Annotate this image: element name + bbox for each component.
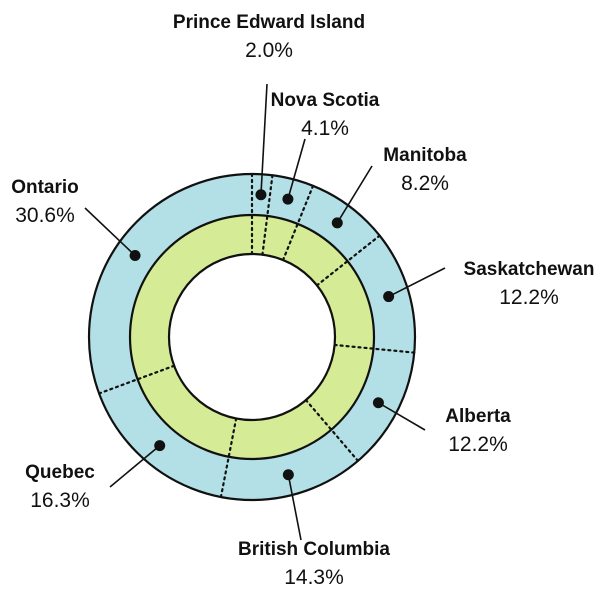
slice-label-quebec: Quebec <box>25 462 95 483</box>
leader-line-nova-scotia <box>287 138 306 200</box>
center-hole <box>167 252 337 422</box>
slice-dot-ontario <box>129 250 141 262</box>
slice-value-british-columbia: 14.3% <box>284 566 344 589</box>
divider-manitoba <box>315 234 381 287</box>
divider-prince-edward-island <box>261 174 274 256</box>
slice-value-quebec: 16.3% <box>30 489 90 512</box>
slice-value-ontario: 30.6% <box>15 204 75 227</box>
leader-line-prince-edward-island <box>260 83 268 195</box>
leader-line-saskatchewan <box>388 267 446 298</box>
leaders-group <box>84 83 446 541</box>
divider-nova-scotia <box>281 184 315 262</box>
leader-line-alberta <box>378 402 426 431</box>
slice-label-nova-scotia: Nova Scotia <box>271 90 380 111</box>
slice-value-prince-edward-island: 2.0% <box>245 39 293 62</box>
slice-dot-british-columbia <box>282 469 294 481</box>
slice-value-saskatchewan: 12.2% <box>499 286 559 309</box>
labels-group: Prince Edward Island 2.0% Nova Scotia 4.1% M… <box>11 12 594 589</box>
divider-saskatchewan <box>333 343 416 354</box>
divider-quebec <box>97 364 176 395</box>
rings-group <box>87 172 417 502</box>
slice-label-alberta: Alberta <box>445 406 511 427</box>
leader-line-quebec <box>109 444 161 488</box>
slice-dot-manitoba <box>331 217 343 229</box>
slice-dot-quebec <box>154 440 166 452</box>
dividers-group <box>97 172 416 499</box>
slice-dot-nova-scotia <box>282 193 294 205</box>
divider-british-columbia <box>219 417 238 499</box>
slice-label-manitoba: Manitoba <box>383 145 467 166</box>
slice-label-prince-edward-island: Prince Edward Island <box>173 12 365 33</box>
slice-label-british-columbia: British Columbia <box>238 539 390 560</box>
slice-label-saskatchewan: Saskatchewan <box>464 259 595 280</box>
leader-line-manitoba <box>336 165 373 224</box>
slice-label-ontario: Ontario <box>11 177 79 198</box>
leader-line-ontario <box>84 207 136 257</box>
slice-dot-alberta <box>372 397 384 409</box>
slice-value-manitoba: 8.2% <box>401 172 449 195</box>
slice-value-nova-scotia: 4.1% <box>301 117 349 140</box>
slice-value-alberta: 12.2% <box>448 433 508 456</box>
divider-alberta <box>304 398 360 462</box>
slice-dot-saskatchewan <box>383 291 395 303</box>
leader-line-british-columbia <box>287 474 302 541</box>
slice-dot-prince-edward-island <box>255 189 267 201</box>
